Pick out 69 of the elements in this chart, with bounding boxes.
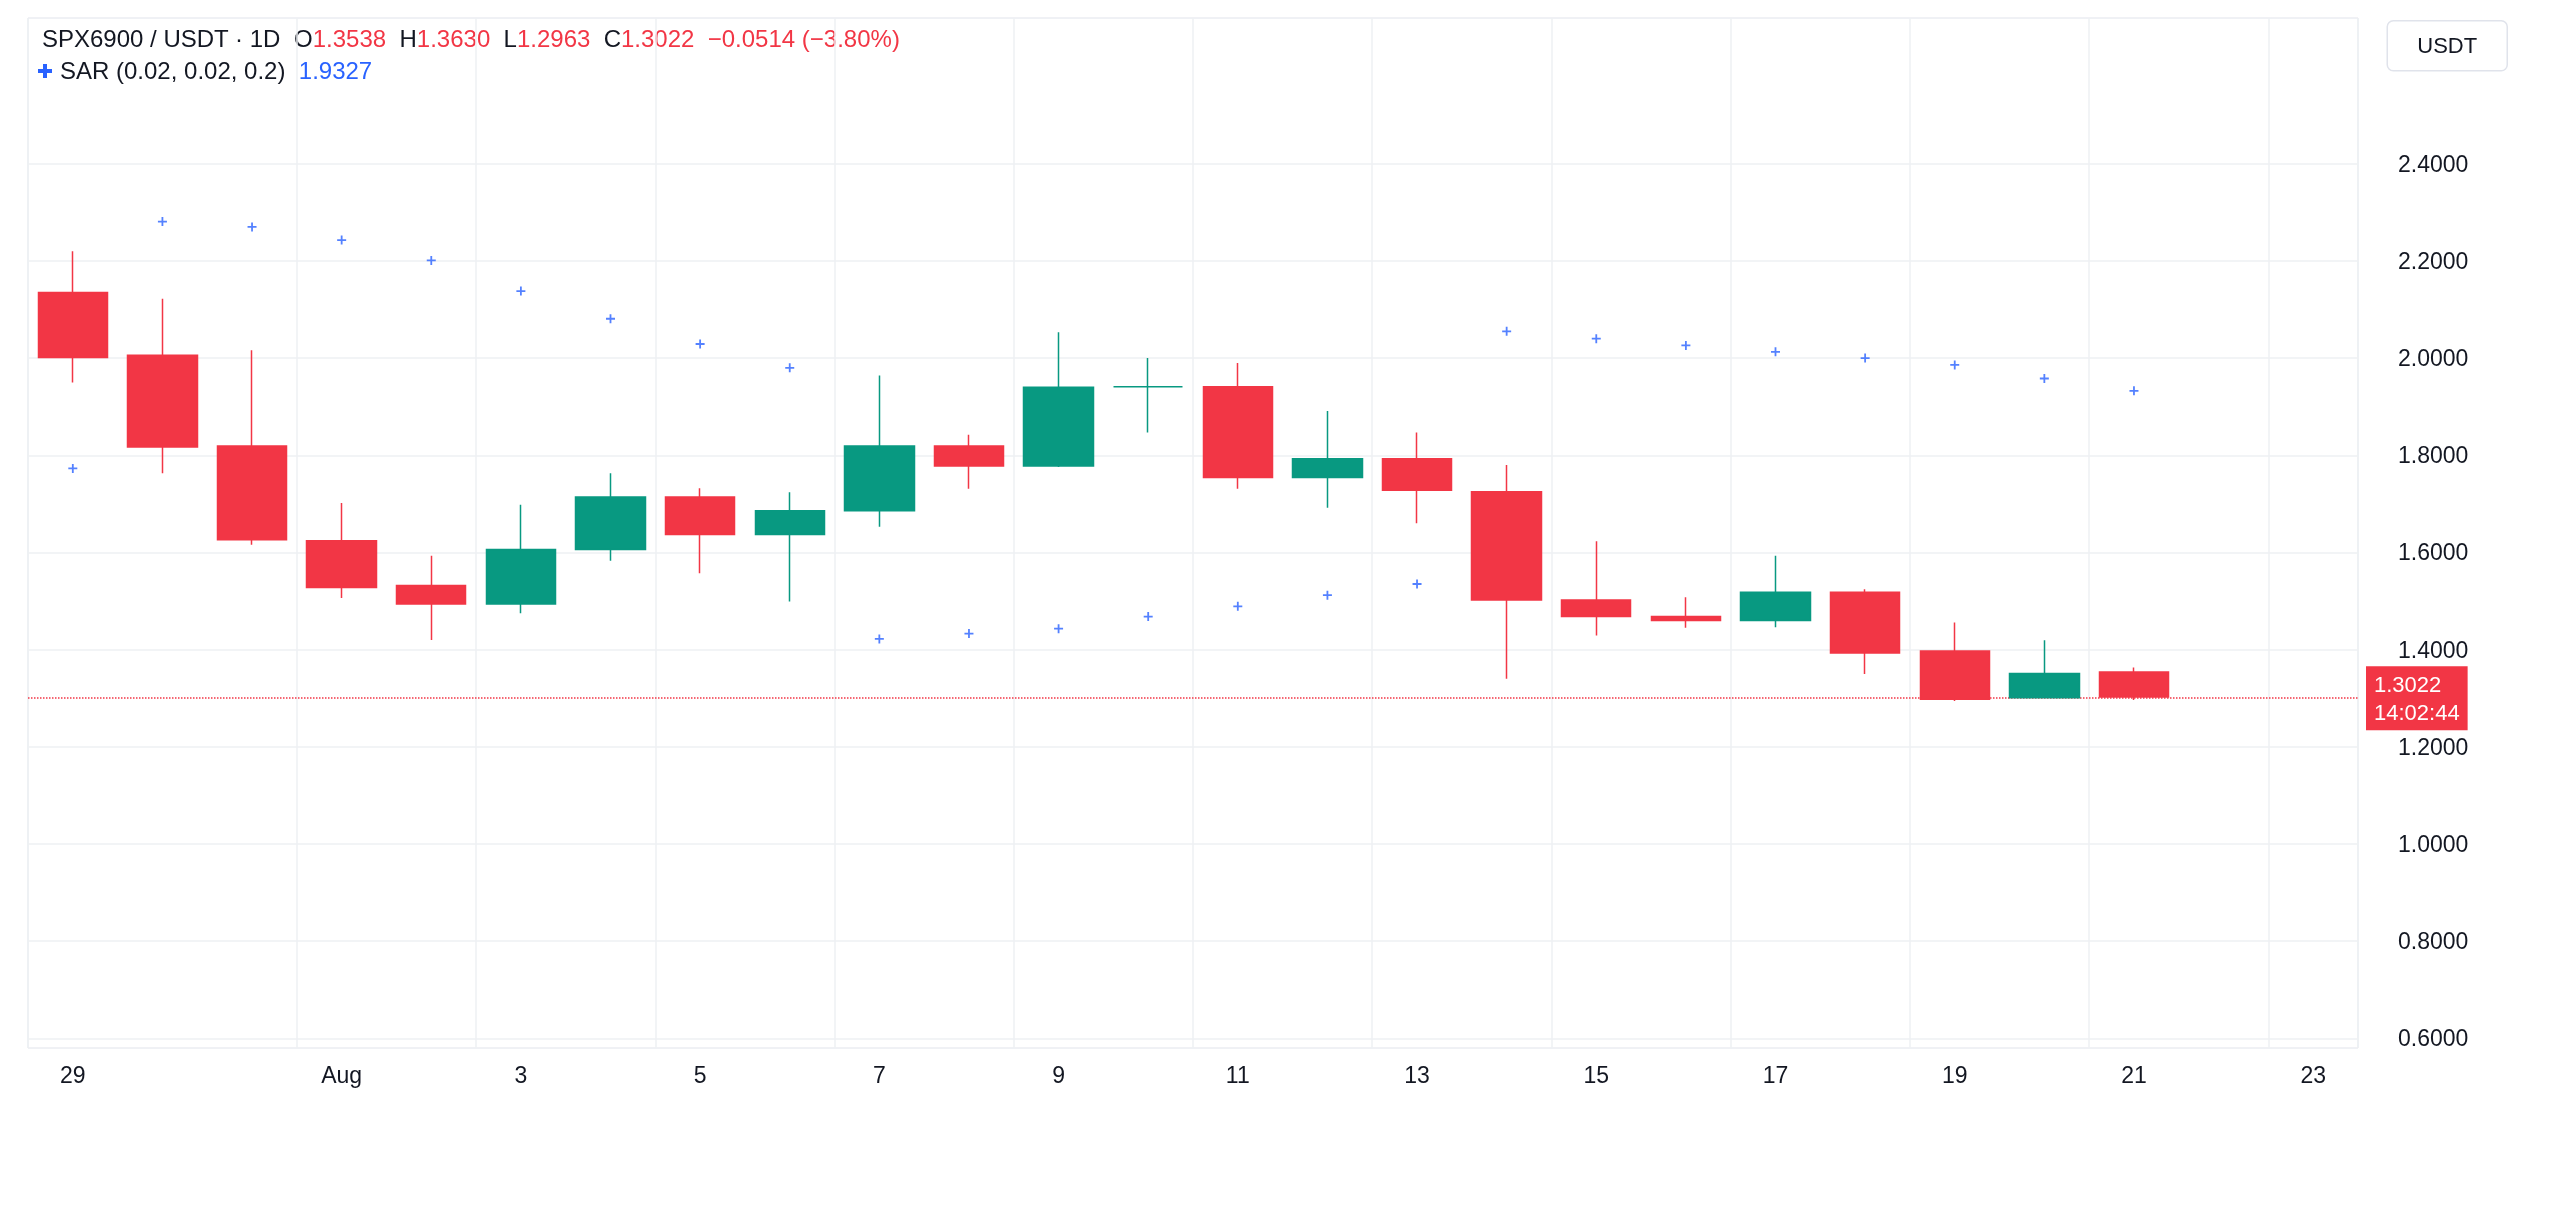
x-tick-label: 19 xyxy=(1941,1062,1968,1088)
candlestick xyxy=(1650,596,1722,629)
candlestick xyxy=(37,250,109,384)
y-tick-label: 0.8000 xyxy=(2398,928,2469,955)
y-tick-label: 2.4000 xyxy=(2398,150,2469,177)
y-tick-label: 1.0000 xyxy=(2398,830,2469,857)
x-tick-label: Aug xyxy=(321,1062,363,1088)
x-tick-label: 9 xyxy=(1052,1062,1065,1088)
candlestick xyxy=(843,374,916,528)
candlestick xyxy=(1560,540,1632,637)
annotation: O1.3538 xyxy=(294,24,400,52)
candlestick xyxy=(126,298,199,474)
candlestick xyxy=(1112,357,1184,434)
point xyxy=(247,222,257,232)
candlestick xyxy=(1829,588,1901,675)
y-tick-label: 0.6000 xyxy=(2398,1025,2469,1052)
x-tick-label: 29 xyxy=(60,1062,86,1088)
candlestick xyxy=(216,349,288,546)
point xyxy=(874,634,884,644)
text: USDT xyxy=(2417,33,2478,59)
point xyxy=(695,339,705,349)
point xyxy=(1860,353,1870,363)
y-tick-label: 2.0000 xyxy=(2398,345,2469,372)
x-tick-label: 11 xyxy=(1225,1062,1250,1088)
candlestick xyxy=(1470,464,1543,680)
candlestick xyxy=(754,491,826,603)
candlestick xyxy=(1291,410,1364,509)
candlestick xyxy=(485,504,557,614)
point xyxy=(516,286,526,296)
annotation: −0.0514 (−3.80%) xyxy=(707,24,900,52)
x-tick-label: 7 xyxy=(872,1062,886,1088)
chart-title: SPX6900 / USDT · 1D xyxy=(42,24,294,52)
annotation: C1.3022 xyxy=(603,24,708,52)
y-tick-label: 2.2000 xyxy=(2398,247,2469,274)
x-tick-label: 17 xyxy=(1762,1062,1789,1088)
candlestick xyxy=(2008,639,2081,699)
point xyxy=(1233,601,1243,611)
candlestick xyxy=(395,555,467,641)
annotation: H1.3630 xyxy=(399,24,504,52)
point xyxy=(785,363,795,373)
candlestick xyxy=(1202,362,1274,490)
x-tick-label: 23 xyxy=(2300,1062,2326,1088)
ref-line-label: 1.3022 14:02:44 xyxy=(2374,671,2460,725)
candlestick xyxy=(1022,331,1095,468)
point xyxy=(337,235,347,245)
x-tick-label: 13 xyxy=(1404,1062,1430,1088)
candlestick xyxy=(574,472,647,562)
y-tick-label: 1.8000 xyxy=(2398,442,2469,469)
point xyxy=(2129,386,2139,396)
x-tick-label: 15 xyxy=(1583,1062,1610,1088)
candlestick xyxy=(933,434,1005,490)
candlestick xyxy=(1381,431,1453,525)
point xyxy=(1502,326,1512,336)
point xyxy=(1412,579,1422,589)
candlestick xyxy=(1739,555,1812,628)
candlestick xyxy=(305,502,378,599)
point xyxy=(68,463,78,473)
legend-label: SAR (0.02, 0.02, 0.2) xyxy=(60,56,299,84)
y-tick-label: 1.4000 xyxy=(2398,636,2469,663)
point xyxy=(1950,360,1960,370)
x-tick-label: 5 xyxy=(693,1062,707,1088)
x-tick-label: 21 xyxy=(2121,1062,2147,1088)
annotation: 1.9327 xyxy=(298,56,373,84)
x-tick-label: 3 xyxy=(514,1062,528,1088)
annotation: L1.2963 xyxy=(503,24,604,52)
candlestick xyxy=(664,487,736,575)
y-tick-label: 1.2000 xyxy=(2398,733,2469,760)
y-tick-label: 1.6000 xyxy=(2398,539,2469,566)
point xyxy=(1591,334,1601,344)
